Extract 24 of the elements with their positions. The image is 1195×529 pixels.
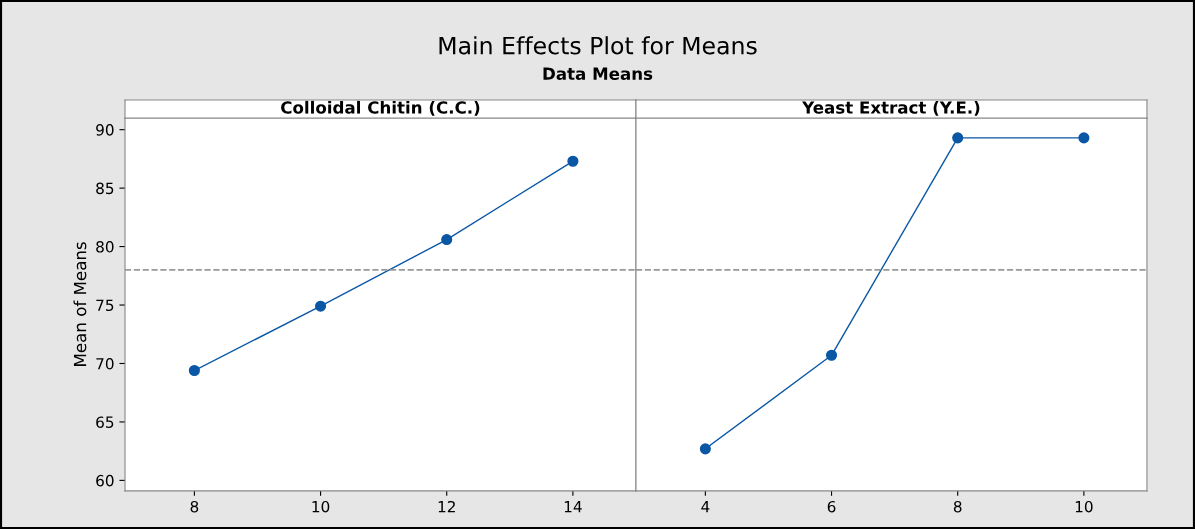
y-tick-label: 60 [96, 474, 114, 487]
y-tick-label: 65 [96, 416, 114, 428]
y-tick-label: 80 [96, 241, 114, 253]
x-tick-label: 14 [564, 501, 582, 513]
text: Data Means [543, 67, 653, 80]
point [567, 155, 579, 167]
point [315, 300, 327, 312]
x-tick-label: 4 [701, 501, 710, 513]
point [188, 364, 200, 377]
chart-title: Yeast Extract (Y.E.) [802, 100, 980, 116]
y-axis-title: Mean of Means [73, 242, 87, 366]
x-tick-label: 10 [312, 500, 330, 513]
y-tick-label: 75 [96, 299, 114, 312]
chart-title: Colloidal Chitin (C.C.) [281, 100, 480, 116]
x-tick-label: 12 [438, 500, 455, 513]
x-tick-label: 6 [827, 500, 836, 513]
y-tick-label: 90 [96, 124, 114, 136]
x-tick-label: 8 [953, 500, 962, 513]
x-tick-label: 8 [190, 500, 199, 513]
point [441, 233, 453, 246]
x-tick-label: 10 [1075, 500, 1093, 513]
text: Main Effects Plot for Means [439, 36, 757, 55]
y-tick-label: 85 [96, 182, 114, 195]
y-tick-label: 70 [96, 357, 114, 370]
